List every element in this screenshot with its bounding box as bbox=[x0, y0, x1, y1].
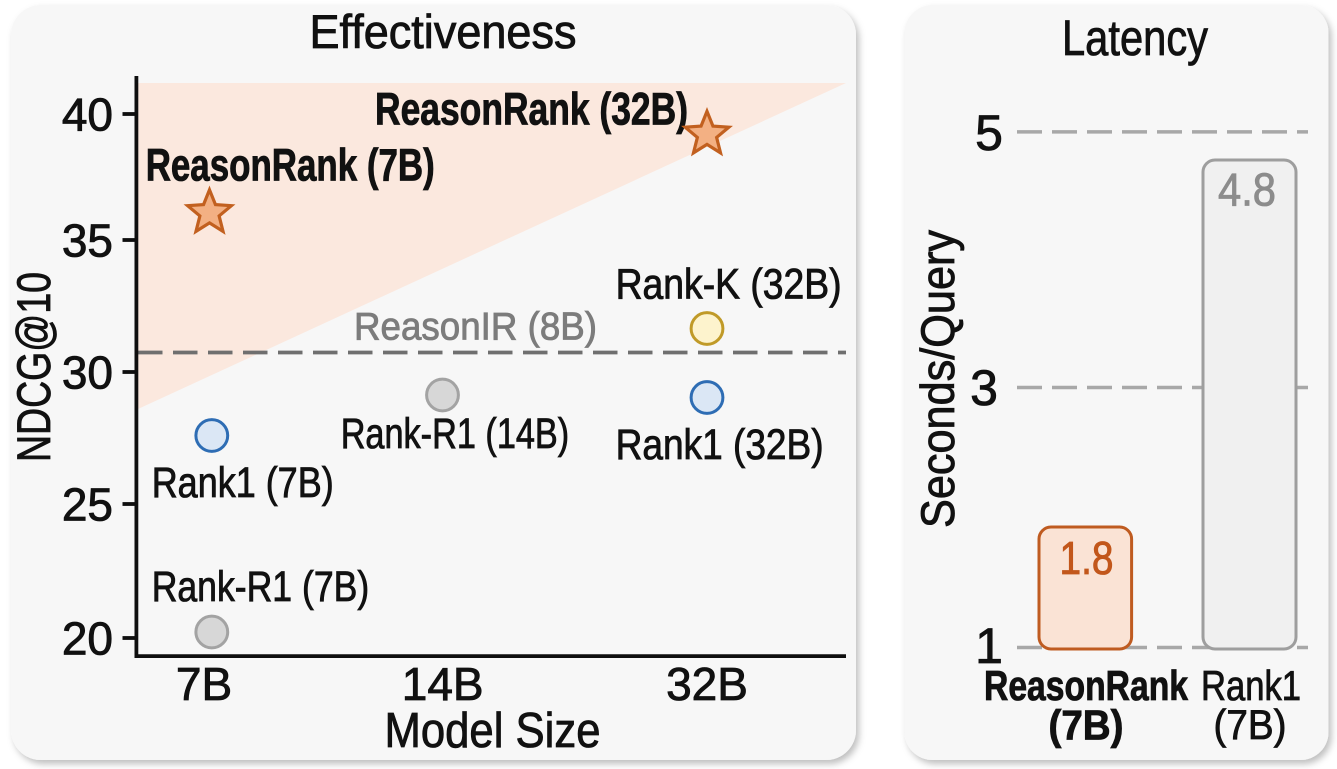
svg-text:Rank-R1 (14B): Rank-R1 (14B) bbox=[341, 410, 570, 458]
svg-text:3: 3 bbox=[970, 360, 998, 416]
svg-text:25: 25 bbox=[62, 479, 113, 531]
svg-text:14B: 14B bbox=[402, 658, 484, 710]
svg-text:(7B): (7B) bbox=[1049, 702, 1124, 749]
svg-text:Model Size: Model Size bbox=[385, 704, 601, 758]
svg-text:4.8: 4.8 bbox=[1218, 164, 1276, 216]
svg-text:1: 1 bbox=[975, 618, 1003, 674]
svg-text:35: 35 bbox=[62, 215, 113, 267]
svg-text:Rank-K (32B): Rank-K (32B) bbox=[616, 260, 842, 308]
svg-text:Rank1: Rank1 bbox=[1201, 662, 1301, 709]
svg-text:20: 20 bbox=[62, 613, 113, 665]
svg-text:ReasonIR (8B): ReasonIR (8B) bbox=[354, 306, 597, 349]
svg-text:Effectiveness: Effectiveness bbox=[310, 5, 577, 58]
svg-text:Rank1 (7B): Rank1 (7B) bbox=[152, 459, 334, 507]
svg-text:Rank-R1 (7B): Rank-R1 (7B) bbox=[152, 563, 370, 611]
svg-text:40: 40 bbox=[62, 89, 113, 141]
svg-text:(7B): (7B) bbox=[1214, 701, 1287, 748]
svg-text:30: 30 bbox=[62, 347, 113, 399]
svg-text:Rank1 (32B): Rank1 (32B) bbox=[616, 421, 824, 469]
svg-text:Latency: Latency bbox=[1062, 10, 1208, 66]
svg-text:32B: 32B bbox=[666, 658, 748, 710]
svg-text:Seconds/Query: Seconds/Query bbox=[911, 230, 964, 528]
svg-text:ReasonRank (7B): ReasonRank (7B) bbox=[146, 140, 435, 191]
svg-text:NDCG@10: NDCG@10 bbox=[7, 272, 60, 462]
svg-text:1.8: 1.8 bbox=[1060, 532, 1114, 584]
svg-text:7B: 7B bbox=[176, 658, 232, 710]
svg-text:ReasonRank: ReasonRank bbox=[984, 662, 1189, 709]
svg-text:ReasonRank (32B): ReasonRank (32B) bbox=[375, 83, 688, 134]
svg-text:5: 5 bbox=[975, 105, 1003, 161]
